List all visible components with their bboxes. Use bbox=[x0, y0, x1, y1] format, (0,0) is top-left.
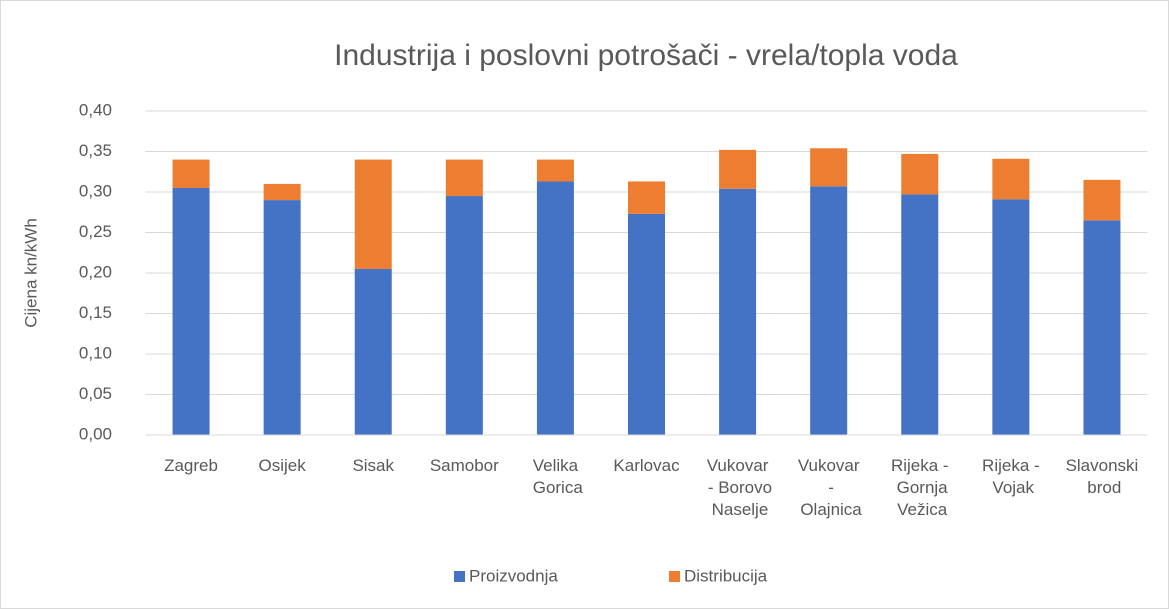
y-tick-label: 0,35 bbox=[79, 141, 112, 160]
x-tick-label: Sisak bbox=[352, 456, 394, 475]
bar-segment bbox=[992, 199, 1030, 435]
legend-label: Proizvodnja bbox=[469, 566, 558, 585]
bar-segment bbox=[628, 181, 665, 214]
y-tick-label: 0,40 bbox=[79, 100, 112, 119]
bar-segment bbox=[719, 188, 757, 435]
y-tick-label: 0,25 bbox=[79, 222, 112, 241]
bar-segment bbox=[354, 159, 392, 269]
x-tick-label: Velika Gorica bbox=[528, 456, 583, 497]
x-tick-label: Vukovar - Borovo Naselje bbox=[703, 456, 772, 519]
y-tick-label: 0,20 bbox=[79, 262, 112, 281]
x-tick-label: Rijeka - Vojak bbox=[982, 456, 1040, 497]
bar-segment bbox=[263, 200, 301, 435]
legend-label: Distribucija bbox=[684, 566, 768, 585]
x-tick-label: Osijek bbox=[259, 456, 307, 475]
bar-segment bbox=[1083, 179, 1121, 221]
x-tick-label: Samobor bbox=[430, 456, 499, 475]
bar-segment bbox=[901, 153, 939, 195]
y-tick-label: 0,15 bbox=[79, 303, 112, 322]
bar-segment bbox=[719, 149, 757, 189]
x-tick-label: Zagreb bbox=[164, 456, 218, 475]
bar-segment bbox=[810, 148, 848, 187]
bar-segment bbox=[628, 213, 665, 435]
legend-swatch bbox=[454, 571, 465, 582]
y-tick-label: 0,05 bbox=[79, 384, 112, 403]
chart-title: Industrija i poslovni potrošači - vrela/… bbox=[334, 39, 958, 72]
bar-segment bbox=[1083, 220, 1121, 435]
y-tick-label: 0,00 bbox=[79, 424, 112, 443]
legend-swatch bbox=[669, 571, 680, 582]
y-axis-label: Cijena kn/kWh bbox=[21, 218, 40, 328]
bar-segment bbox=[445, 196, 483, 435]
bar-segment bbox=[810, 186, 848, 435]
bar-segment bbox=[536, 159, 574, 182]
x-tick-label: Vukovar - Olajnica bbox=[796, 456, 863, 519]
bar-segment bbox=[172, 159, 210, 188]
bar-segment bbox=[354, 268, 392, 435]
bar-segment bbox=[901, 194, 939, 435]
bar-segment bbox=[263, 183, 301, 201]
x-tick-label: Rijeka - Gornja Vežica bbox=[891, 456, 949, 519]
y-tick-label: 0,30 bbox=[79, 181, 112, 200]
bar-segment bbox=[445, 159, 483, 197]
bar-segment bbox=[536, 181, 574, 435]
bar-segment bbox=[992, 158, 1030, 200]
bar-segment bbox=[172, 187, 210, 435]
x-tick-label: Karlovac bbox=[613, 456, 680, 475]
x-tick-label: Slavonski brod bbox=[1066, 456, 1139, 497]
y-tick-label: 0,10 bbox=[79, 343, 112, 362]
